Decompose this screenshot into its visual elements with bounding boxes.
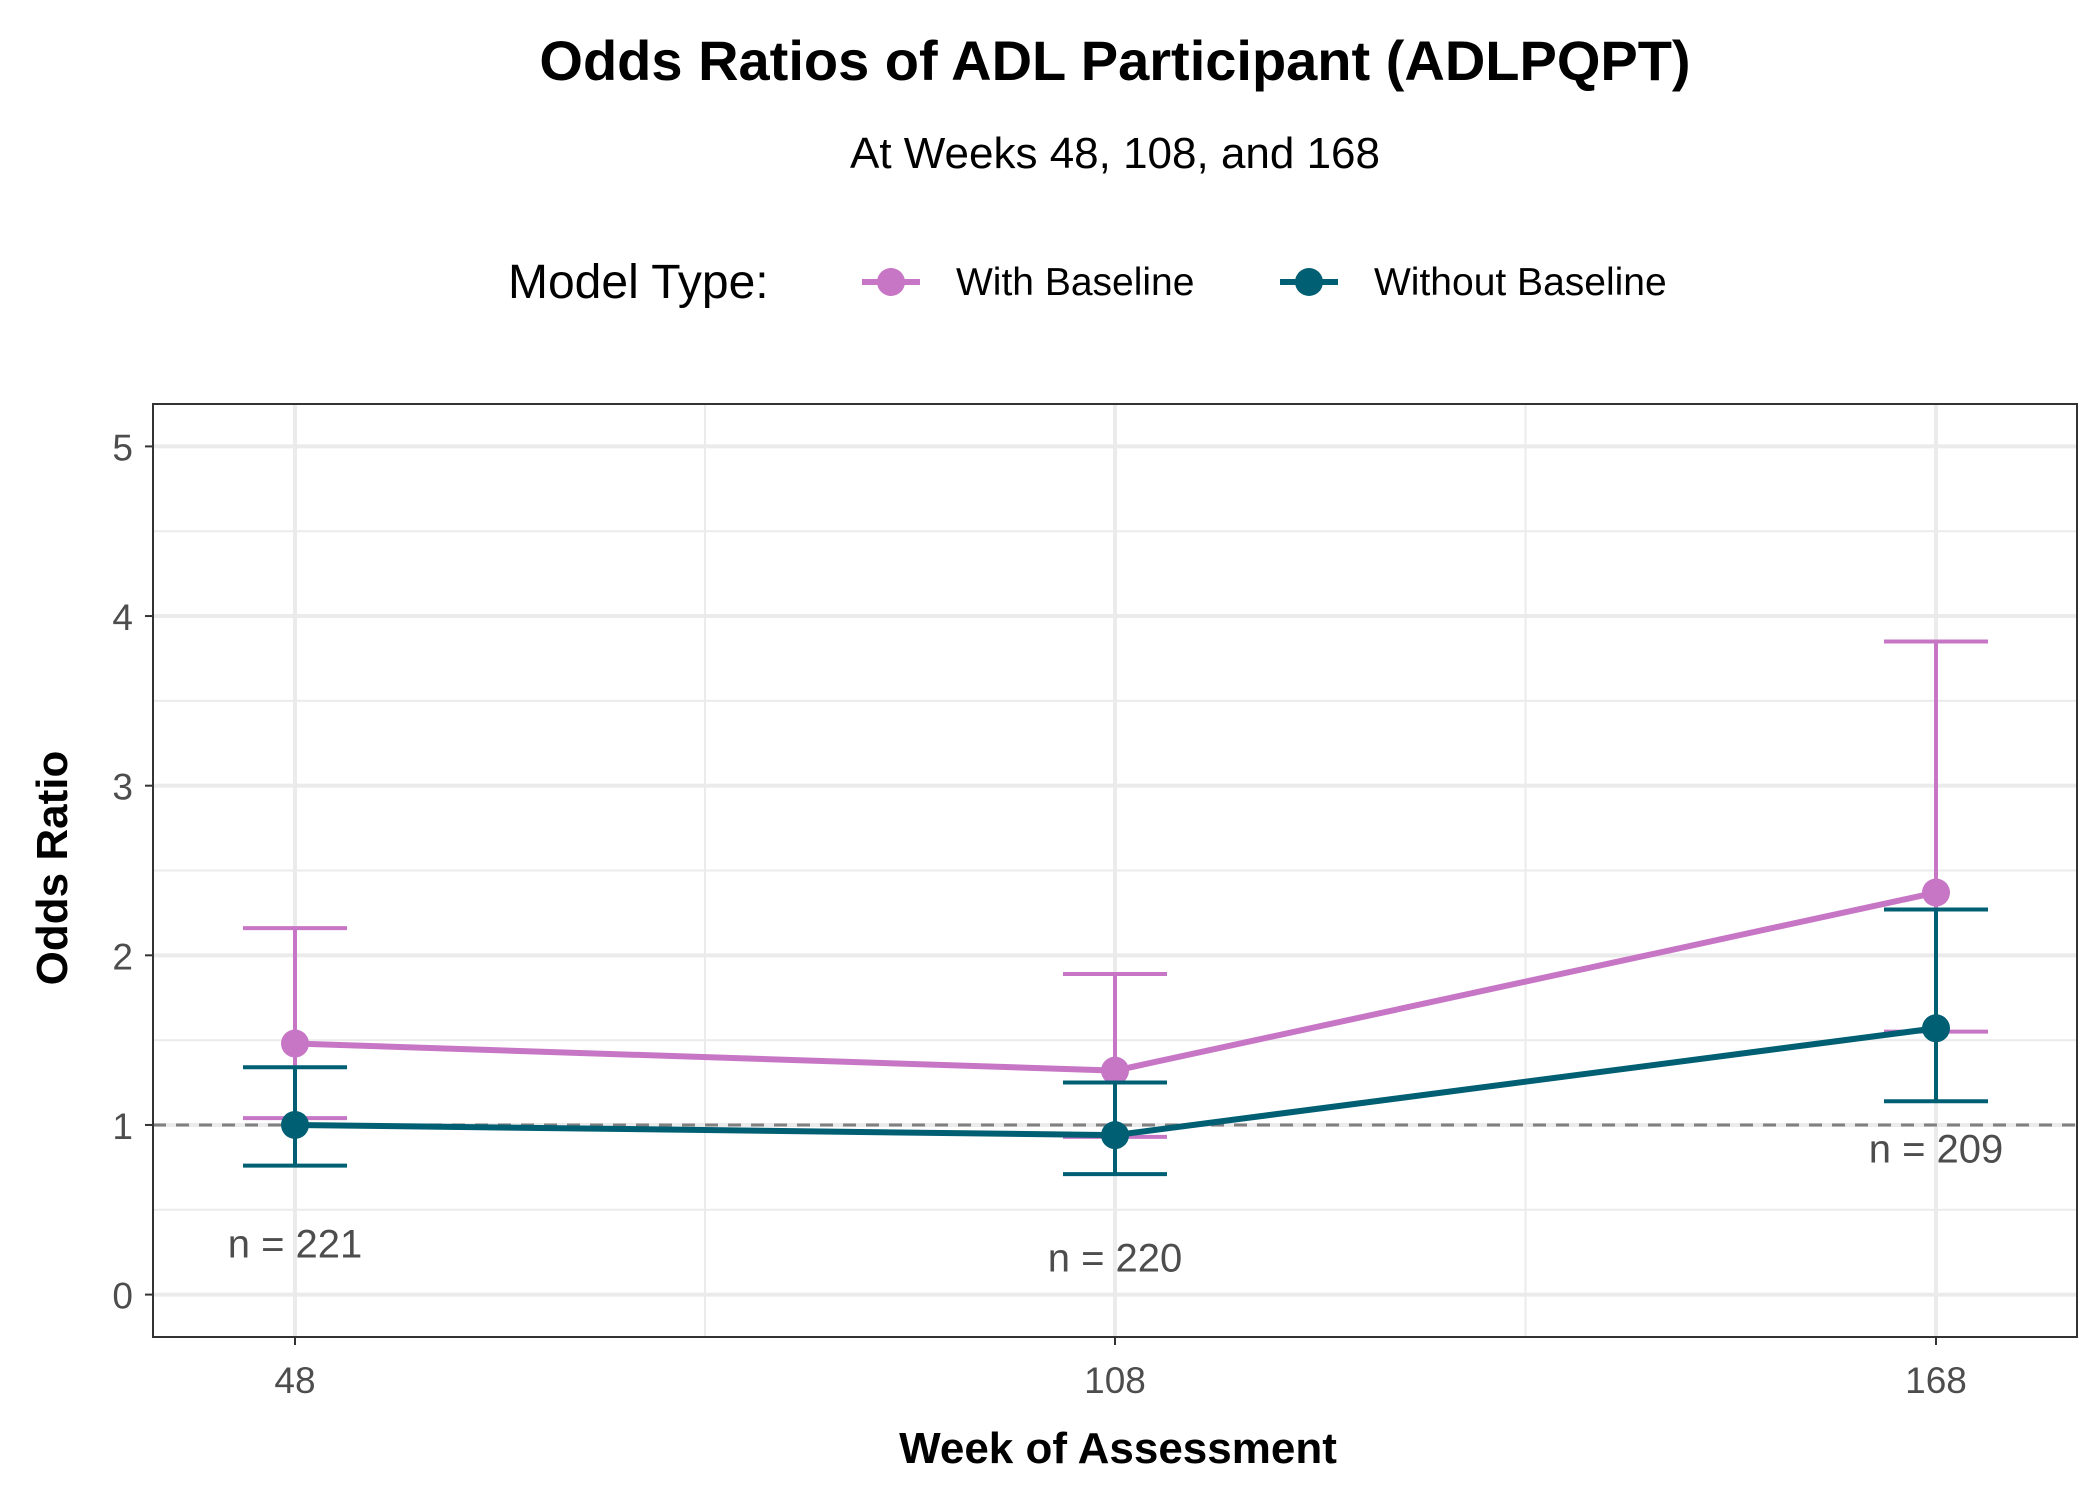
legend: Model Type: With Baseline Without Baseline: [508, 256, 1667, 309]
data-point: [1922, 1014, 1950, 1043]
sample-size-annotation: n = 221: [228, 1223, 363, 1267]
y-tick-label: 2: [112, 936, 133, 977]
y-axis-title: Odds Ratio: [28, 751, 77, 986]
y-tick-label: 4: [112, 597, 133, 638]
data-point: [1101, 1121, 1129, 1150]
y-tick-label: 5: [112, 427, 133, 468]
x-axis-title: Week of Assessment: [899, 1424, 1337, 1473]
y-tick-label: 1: [112, 1106, 133, 1147]
data-point: [281, 1029, 309, 1058]
legend-label: With Baseline: [956, 261, 1194, 304]
chart-title: Odds Ratios of ADL Participant (ADLPQPT): [539, 29, 1690, 92]
legend-key-point: [1295, 268, 1323, 296]
legend-key-point: [877, 268, 905, 296]
plot-area: n = 221 n = 220 n = 209 0 1 2 3 4 5 48 108 168: [112, 403, 2078, 1401]
x-tick-label: 48: [274, 1360, 315, 1401]
y-tick-label: 0: [112, 1276, 133, 1317]
data-point: [1922, 878, 1950, 907]
data-point: [1101, 1056, 1129, 1085]
chart-subtitle: At Weeks 48, 108, and 168: [850, 129, 1380, 178]
legend-title: Model Type:: [508, 256, 769, 309]
x-tick-label: 108: [1084, 1360, 1146, 1401]
data-point: [281, 1110, 309, 1139]
legend-item-without-baseline: Without Baseline: [1280, 261, 1667, 304]
legend-item-with-baseline: With Baseline: [862, 261, 1194, 304]
x-tick-label: 168: [1905, 1360, 1967, 1401]
sample-size-annotation: n = 209: [1869, 1128, 2004, 1172]
legend-label: Without Baseline: [1374, 261, 1667, 304]
sample-size-annotation: n = 220: [1048, 1236, 1183, 1280]
y-tick-label: 3: [112, 767, 133, 808]
series-without-baseline: [243, 907, 1988, 1177]
